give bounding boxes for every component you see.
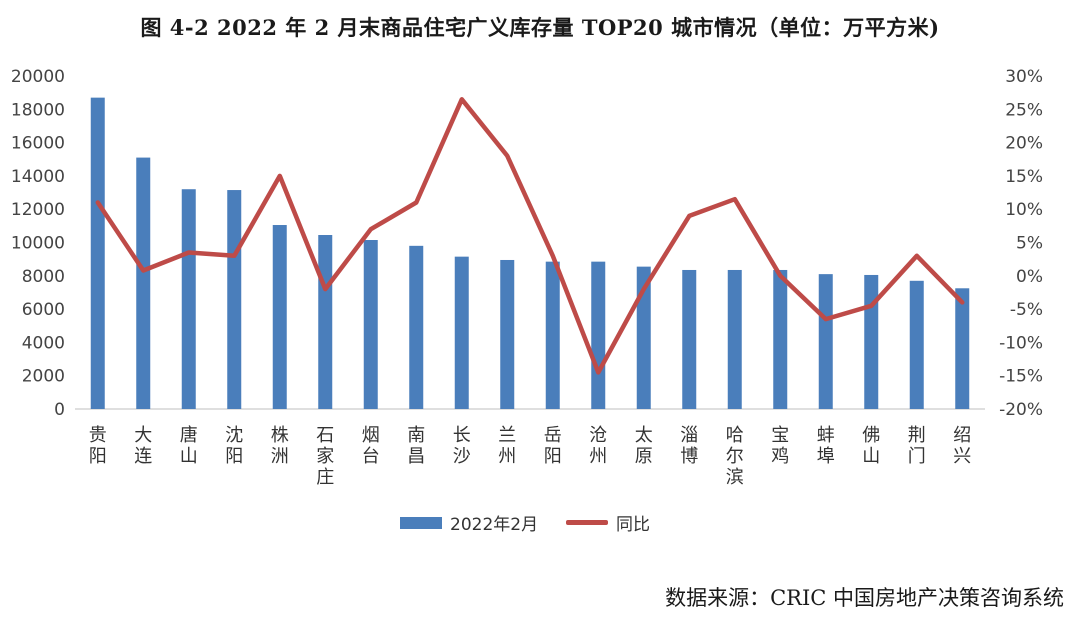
y-right-tick-label: 10% xyxy=(1005,200,1043,220)
bar xyxy=(500,259,515,409)
x-tick-label: 荆门 xyxy=(908,425,926,467)
source-note: 数据来源：CRIC 中国房地产决策咨询系统 xyxy=(665,586,1064,610)
y-right-tick-label: 25% xyxy=(1005,100,1043,120)
x-tick-label: 哈尔滨 xyxy=(726,425,744,488)
y-left-tick-label: 0 xyxy=(54,400,65,420)
bar xyxy=(545,261,560,409)
bar xyxy=(636,266,651,409)
y-right-tick-label: -20% xyxy=(999,400,1043,420)
y-right-tick-label: 5% xyxy=(1016,234,1043,254)
bar xyxy=(272,225,287,409)
legend-line-label: 同比 xyxy=(616,515,650,535)
y-left-tick-label: 6000 xyxy=(22,300,65,320)
y-left-tick-label: 18000 xyxy=(11,100,65,120)
y-left-tick-label: 16000 xyxy=(11,134,65,154)
bar xyxy=(181,189,196,409)
bar xyxy=(955,288,970,409)
x-tick-label: 大连 xyxy=(134,425,152,467)
bar xyxy=(409,245,424,409)
yoy-line xyxy=(95,97,965,375)
chart-title: 图 4-2 2022 年 2 月末商品住宅广义库存量 TOP20 城市情况（单位… xyxy=(140,15,940,40)
bar xyxy=(363,240,378,409)
x-tick-label: 蚌埠 xyxy=(817,425,835,467)
y-left-tick-label: 10000 xyxy=(11,234,65,254)
bar xyxy=(773,269,788,409)
bar xyxy=(454,256,469,409)
bar xyxy=(318,235,333,409)
x-tick-label: 唐山 xyxy=(180,425,198,467)
bar xyxy=(682,269,697,409)
bar xyxy=(864,274,879,409)
y-right-tick-label: 30% xyxy=(1005,67,1043,87)
y-left-tick-label: 20000 xyxy=(11,67,65,87)
y-left-tick-label: 12000 xyxy=(11,200,65,220)
x-tick-label: 兰州 xyxy=(498,425,516,467)
y-left-tick-label: 4000 xyxy=(22,333,65,353)
x-tick-label: 淄博 xyxy=(680,425,698,467)
x-tick-label: 沧州 xyxy=(589,425,607,467)
bar xyxy=(909,280,924,409)
y-right-tick-label: 20% xyxy=(1005,134,1043,154)
x-tick-label: 宝鸡 xyxy=(771,425,789,467)
y-right-tick-label: -10% xyxy=(999,333,1043,353)
x-tick-label: 沈阳 xyxy=(225,425,243,467)
x-tick-label: 南昌 xyxy=(407,425,425,467)
x-tick-label: 太原 xyxy=(635,425,653,467)
y-right-tick-label: 0% xyxy=(1016,267,1043,287)
y-right-tick-label: -5% xyxy=(1010,300,1043,320)
x-tick-label: 贵阳 xyxy=(89,425,107,467)
y-right-tick-label: 15% xyxy=(1005,167,1043,187)
x-tick-label: 岳阳 xyxy=(544,425,562,467)
x-tick-label: 株洲 xyxy=(271,425,289,467)
legend-bar-swatch xyxy=(400,516,442,529)
y-left-tick-label: 8000 xyxy=(22,267,65,287)
x-tick-label: 绍兴 xyxy=(953,425,971,467)
bar xyxy=(818,274,833,409)
legend-item-line: 同比 xyxy=(566,510,650,535)
bar xyxy=(90,97,105,410)
legend: 2022年2月 同比 xyxy=(0,510,1080,540)
y-left-tick-label: 2000 xyxy=(22,367,65,387)
bar xyxy=(227,190,242,409)
legend-line-swatch xyxy=(566,520,608,525)
y-right-tick-label: -15% xyxy=(999,367,1043,387)
bar xyxy=(727,269,742,409)
legend-bar-label: 2022年2月 xyxy=(450,515,539,535)
x-tick-label: 石家庄 xyxy=(316,425,334,488)
bar xyxy=(136,157,151,409)
x-tick-label: 佛山 xyxy=(862,425,880,467)
y-left-tick-label: 14000 xyxy=(11,167,65,187)
bar xyxy=(591,261,606,409)
x-tick-label: 烟台 xyxy=(362,425,380,467)
x-tick-label: 长沙 xyxy=(453,425,471,467)
legend-item-bar: 2022年2月 xyxy=(400,510,538,535)
